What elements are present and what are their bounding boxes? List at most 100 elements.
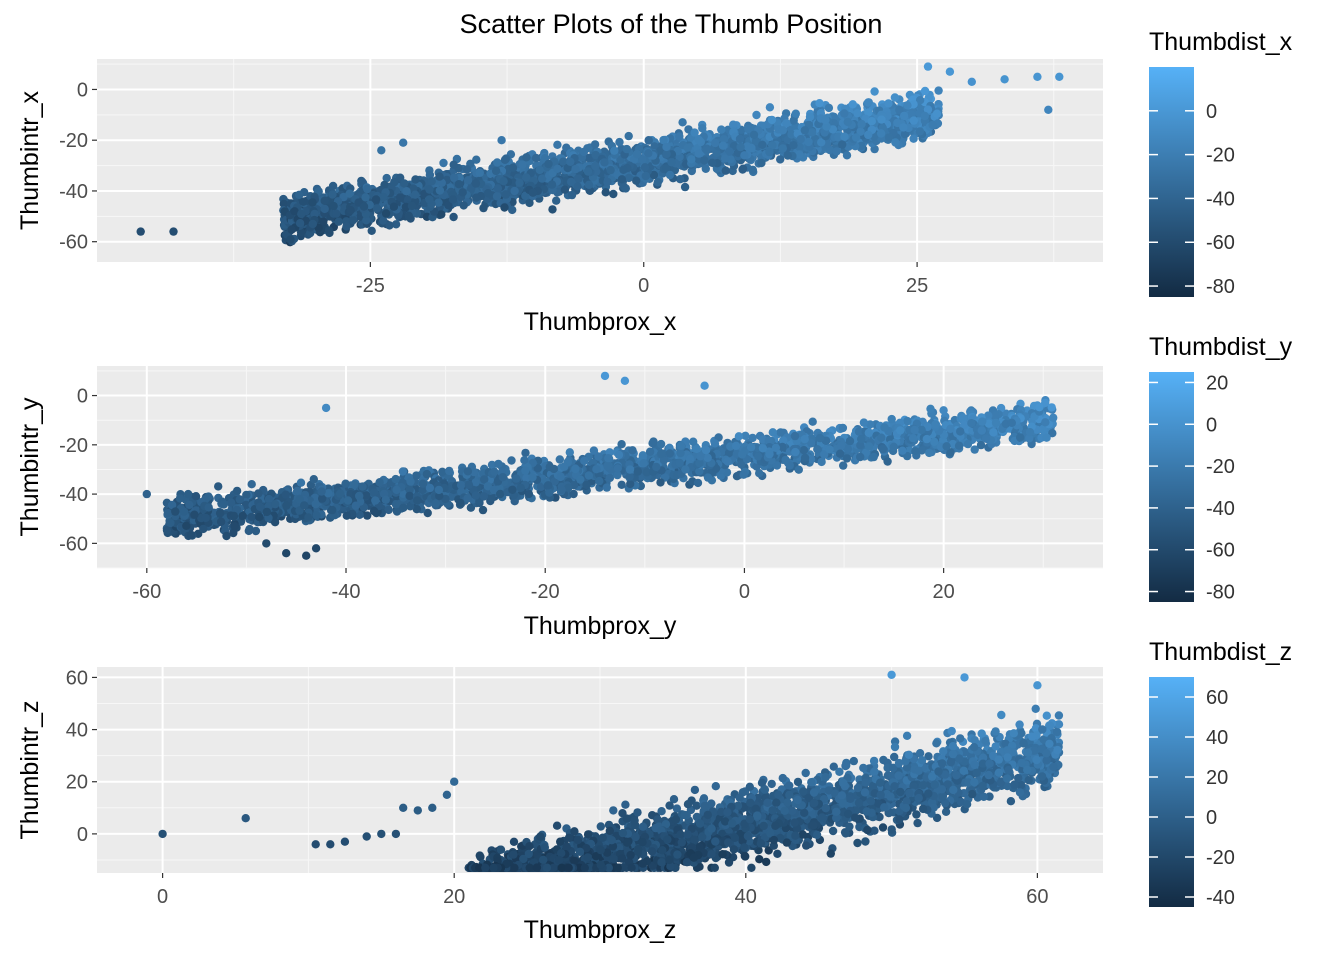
data-point	[842, 151, 852, 160]
data-point	[617, 480, 626, 489]
data-point	[718, 141, 728, 150]
data-point	[757, 158, 766, 168]
data-point	[653, 178, 662, 187]
data-point	[479, 203, 488, 213]
data-point	[407, 201, 417, 211]
y-tick-label: 0	[77, 79, 88, 101]
data-point	[920, 86, 930, 96]
data-point	[800, 126, 809, 135]
data-point	[286, 235, 295, 244]
data-point	[590, 140, 600, 149]
legend-tick-label: 0	[1206, 101, 1217, 123]
data-point	[605, 473, 615, 483]
data-point	[740, 151, 749, 160]
data-point	[400, 179, 409, 188]
data-point	[765, 103, 775, 112]
data-point	[579, 147, 589, 157]
data-point	[628, 446, 637, 455]
data-point	[640, 163, 650, 172]
data-point	[869, 452, 878, 462]
data-point	[848, 100, 857, 109]
data-point	[824, 103, 834, 113]
data-point	[494, 459, 503, 469]
data-point	[799, 446, 809, 455]
data-point	[515, 178, 524, 187]
data-point	[297, 209, 306, 219]
data-point	[725, 147, 734, 156]
data-point	[870, 87, 879, 96]
data-point	[475, 168, 484, 177]
data-point	[389, 202, 399, 211]
data-point	[566, 177, 576, 187]
data-point	[439, 158, 448, 168]
data-point	[342, 511, 351, 520]
data-point	[518, 160, 527, 169]
data-point	[555, 455, 564, 464]
data-point	[721, 166, 730, 175]
data-point	[348, 215, 358, 225]
data-point-outlier	[169, 227, 178, 236]
data-point	[493, 158, 502, 167]
data-point	[887, 414, 896, 424]
data-point	[667, 158, 676, 167]
data-point	[689, 437, 698, 446]
data-point-outlier	[1044, 105, 1053, 115]
data-point	[843, 117, 852, 127]
data-point	[410, 190, 420, 199]
data-point	[702, 146, 712, 155]
data-point	[1047, 403, 1056, 412]
y-axis-title: Thumbintr_x	[16, 91, 44, 230]
data-point	[385, 221, 394, 230]
data-point	[899, 111, 909, 121]
data-point	[522, 173, 531, 182]
data-point	[507, 456, 516, 465]
data-point	[254, 489, 263, 498]
data-point	[454, 180, 464, 189]
data-point	[359, 202, 369, 211]
colorbar	[1149, 67, 1194, 297]
x-tick-label: -25	[356, 275, 385, 297]
data-point	[184, 489, 193, 499]
data-point	[492, 192, 502, 201]
data-point	[544, 159, 553, 169]
data-point	[790, 431, 800, 441]
data-point	[472, 193, 481, 202]
data-point	[678, 118, 687, 127]
data-point-outlier	[1033, 72, 1042, 82]
data-point	[711, 138, 720, 148]
data-point	[574, 174, 583, 183]
data-point	[644, 136, 653, 145]
data-point	[683, 143, 692, 152]
data-point	[528, 188, 538, 197]
data-point	[603, 177, 612, 187]
data-point	[499, 177, 508, 186]
data-point	[308, 198, 317, 207]
data-point	[857, 119, 866, 129]
data-point	[739, 470, 748, 479]
data-point	[329, 201, 338, 211]
data-point	[214, 482, 223, 491]
data-point	[425, 185, 434, 194]
data-point	[449, 160, 458, 169]
data-point	[736, 142, 745, 152]
data-point	[614, 450, 624, 460]
data-point	[877, 115, 886, 124]
data-point	[795, 150, 804, 159]
data-point	[805, 112, 815, 122]
data-point	[372, 204, 382, 213]
legend-title: Thumbdist_x	[1149, 28, 1293, 56]
data-point	[758, 140, 767, 149]
data-point	[553, 140, 562, 149]
data-point	[379, 192, 388, 202]
data-point	[738, 164, 748, 173]
data-point	[734, 432, 744, 441]
data-point	[789, 141, 798, 150]
data-point	[215, 509, 225, 518]
data-point	[690, 128, 699, 137]
data-point	[735, 134, 745, 144]
data-point	[796, 135, 805, 144]
data-point	[490, 467, 499, 476]
data-point	[434, 198, 443, 207]
data-point	[839, 461, 848, 470]
legend-tick-label: -20	[1206, 145, 1235, 167]
